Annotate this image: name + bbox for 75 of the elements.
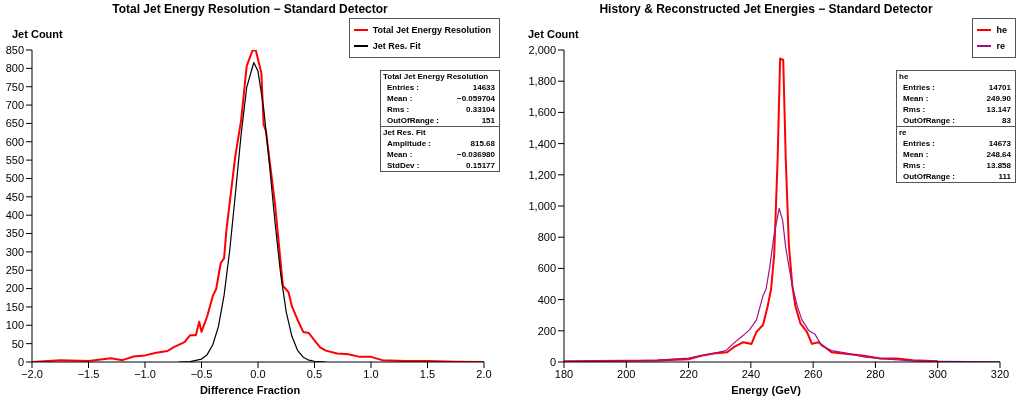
y-tick-label: 600 bbox=[537, 262, 556, 275]
x-tick-label: 220 bbox=[679, 367, 698, 380]
y-tick-label: 100 bbox=[5, 319, 24, 332]
x-axis-title: Energy (GeV) bbox=[730, 384, 802, 396]
text: Rms : 0.33104 bbox=[387, 105, 495, 114]
y-tick-label: 800 bbox=[537, 231, 556, 244]
y-tick-label: 150 bbox=[5, 300, 24, 313]
x-tick-label: 0.5 bbox=[306, 367, 323, 380]
annotation: Jet Res. Fit bbox=[381, 126, 499, 138]
text: Entries : 14673 bbox=[903, 139, 1011, 148]
text: Entries : 14701 bbox=[903, 83, 1011, 92]
y-axis-title: Jet Count bbox=[528, 28, 579, 40]
text: Amplitude : 815.68 bbox=[387, 139, 495, 148]
x-tick-label: 0.0 bbox=[250, 367, 266, 380]
y-tick-label: 0 bbox=[549, 355, 556, 368]
x-axis-title: Difference Fraction bbox=[198, 384, 302, 396]
x-tick-label: 320 bbox=[990, 367, 1010, 380]
text: Mean : 248.64 bbox=[903, 150, 1011, 159]
text: OutOfRange : 111 bbox=[903, 172, 1011, 181]
y-tick-label: 250 bbox=[5, 264, 24, 277]
y-tick-label: 200 bbox=[5, 282, 24, 295]
y-tick-label: 600 bbox=[5, 135, 24, 148]
text: Mean : 249.90 bbox=[903, 94, 1011, 103]
text: Mean : −0.036980 bbox=[387, 150, 495, 159]
y-axis-title: Jet Count bbox=[12, 28, 63, 40]
y-tick-label: 0 bbox=[17, 355, 24, 368]
text: Entries : 14633 bbox=[387, 83, 495, 92]
y-tick-label: 650 bbox=[5, 117, 24, 130]
x-tick-label: −2.0 bbox=[21, 367, 43, 380]
chart-title: History & Reconstructed Jet Energies − Standard Detector bbox=[598, 1, 934, 18]
y-tick-label: 800 bbox=[5, 62, 24, 75]
y-tick-label: 500 bbox=[5, 172, 24, 185]
y-tick-label: 450 bbox=[5, 190, 24, 203]
y-tick-label: 400 bbox=[5, 209, 24, 222]
text: Rms : 13.858 bbox=[903, 161, 1011, 170]
y-tick-label: 400 bbox=[537, 293, 556, 306]
chart-title: Total Jet Energy Resolution − Standard Detector bbox=[111, 1, 389, 18]
y-tick-label: 1,000 bbox=[528, 199, 556, 212]
x-tick-label: 260 bbox=[803, 367, 823, 380]
x-tick-label: 1.0 bbox=[363, 367, 379, 380]
x-tick-label: −0.5 bbox=[190, 367, 213, 380]
y-tick-label: 850 bbox=[5, 43, 24, 56]
text: OutOfRange : 151 bbox=[387, 116, 495, 125]
x-tick-label: 180 bbox=[554, 367, 574, 380]
x-tick-label: 280 bbox=[866, 367, 885, 380]
y-tick-label: 1,600 bbox=[528, 106, 556, 119]
y-tick-label: 1,200 bbox=[528, 168, 556, 181]
y-tick-label: 50 bbox=[11, 337, 24, 350]
x-tick-label: 2.0 bbox=[476, 367, 492, 380]
x-tick-label: 200 bbox=[617, 367, 636, 380]
x-tick-label: 240 bbox=[741, 367, 761, 380]
y-tick-label: 700 bbox=[5, 98, 24, 111]
y-tick-label: 550 bbox=[5, 154, 24, 167]
x-tick-label: 300 bbox=[928, 367, 947, 380]
y-tick-label: 1,400 bbox=[528, 137, 556, 150]
annotation: re bbox=[897, 126, 1015, 138]
text: OutOfRange : 83 bbox=[903, 116, 1011, 125]
y-tick-label: 350 bbox=[5, 227, 24, 240]
y-tick-label: 750 bbox=[5, 80, 24, 93]
annotation: Total Jet Energy Resolution bbox=[382, 71, 490, 82]
annotation: he bbox=[898, 71, 910, 82]
text: Mean : −0.059704 bbox=[387, 94, 495, 103]
text: StdDev : 0.15177 bbox=[387, 161, 495, 170]
x-tick-label: −1.0 bbox=[134, 367, 156, 380]
legend-label: Jet Res. Fit bbox=[371, 40, 422, 53]
text: Rms : 13.147 bbox=[903, 105, 1011, 114]
x-tick-label: 1.5 bbox=[419, 367, 436, 380]
legend-label: re bbox=[995, 40, 1006, 53]
y-tick-label: 200 bbox=[537, 324, 556, 337]
legend-label: Total Jet Energy Resolution bbox=[371, 24, 491, 37]
legend-label: he bbox=[995, 24, 1007, 37]
y-tick-label: 300 bbox=[5, 245, 24, 258]
y-tick-label: 1,800 bbox=[528, 75, 556, 88]
x-tick-label: −1.5 bbox=[77, 367, 100, 380]
y-tick-label: 2,000 bbox=[528, 43, 556, 56]
